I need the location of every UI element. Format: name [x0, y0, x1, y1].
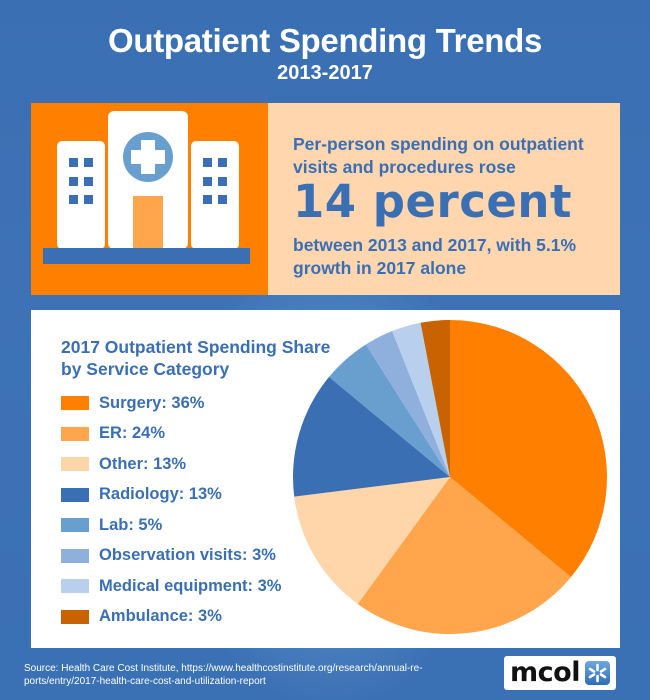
pie-slice-ambulance — [420, 320, 450, 477]
pie-slice-er — [357, 477, 571, 634]
legend-swatch — [61, 487, 89, 502]
highlight-tail: between 2013 and 2017, with 5.1% growth … — [293, 235, 577, 278]
pie-chart — [293, 320, 607, 634]
highlight-big-stat: 14 percent — [293, 175, 572, 228]
logo-mark-icon — [585, 661, 610, 685]
mcol-logo[interactable]: mcol — [504, 656, 616, 690]
logo-text: mcol — [510, 657, 580, 688]
chart-panel: 2017 Outpatient Spending Share by Servic… — [31, 310, 620, 648]
hospital-icon-panel — [31, 103, 268, 295]
source-citation: Source: Health Care Cost Institute, http… — [24, 662, 494, 688]
legend-label: Other: 13% — [99, 454, 187, 473]
legend-label: Ambulance: 3% — [99, 607, 222, 626]
legend-item: Other: 13% — [61, 449, 281, 480]
legend-label: Radiology: 13% — [99, 485, 222, 504]
legend-swatch — [61, 396, 89, 411]
chart-title-line-1: 2017 Outpatient Spending Share — [61, 337, 331, 357]
highlight-lead: Per-person spending on outpatient visits… — [293, 134, 584, 177]
legend-item: Lab: 5% — [61, 510, 281, 541]
chart-title-line-2: by Service Category — [61, 359, 230, 379]
pie-slice-medical-equipment — [392, 322, 450, 477]
page-subtitle: 2013-2017 — [277, 62, 373, 84]
pie-slice-other — [294, 477, 450, 605]
hospital-icon — [43, 111, 250, 264]
legend-item: ER: 24% — [61, 419, 281, 450]
legend-swatch — [61, 609, 89, 624]
legend-item: Medical equipment: 3% — [61, 571, 281, 602]
legend-swatch — [61, 548, 89, 563]
source-line-2: ports/entry/2017-health-care-cost-and-ut… — [24, 676, 266, 687]
chart-legend: Surgery: 36% ER: 24% Other: 13% Radiology: … — [61, 388, 281, 632]
highlight-panel: Per-person spending on outpatient visits… — [268, 103, 620, 295]
legend-label: ER: 24% — [99, 424, 166, 443]
pie-slice-lab — [329, 344, 450, 477]
pie-slice-radiology — [293, 376, 450, 497]
legend-label: Lab: 5% — [99, 515, 163, 534]
legend-item: Surgery: 36% — [61, 388, 281, 419]
source-line-1: Source: Health Care Cost Institute, http… — [24, 663, 423, 674]
legend-label: Observation visits: 3% — [99, 546, 276, 565]
legend-label: Medical equipment: 3% — [99, 576, 282, 595]
legend-swatch — [61, 426, 89, 441]
legend-item: Radiology: 13% — [61, 480, 281, 511]
legend-swatch — [61, 579, 89, 594]
pie-slice-observation-visits — [365, 331, 450, 477]
page-title: Outpatient Spending Trends — [107, 22, 543, 59]
chart-title: 2017 Outpatient Spending Share by Servic… — [61, 336, 341, 380]
legend-label: Surgery: 36% — [99, 393, 205, 412]
legend-swatch — [61, 518, 89, 533]
legend-item: Ambulance: 3% — [61, 602, 281, 633]
legend-swatch — [61, 457, 89, 472]
pie-slice-surgery — [450, 320, 607, 578]
legend-item: Observation visits: 3% — [61, 541, 281, 572]
